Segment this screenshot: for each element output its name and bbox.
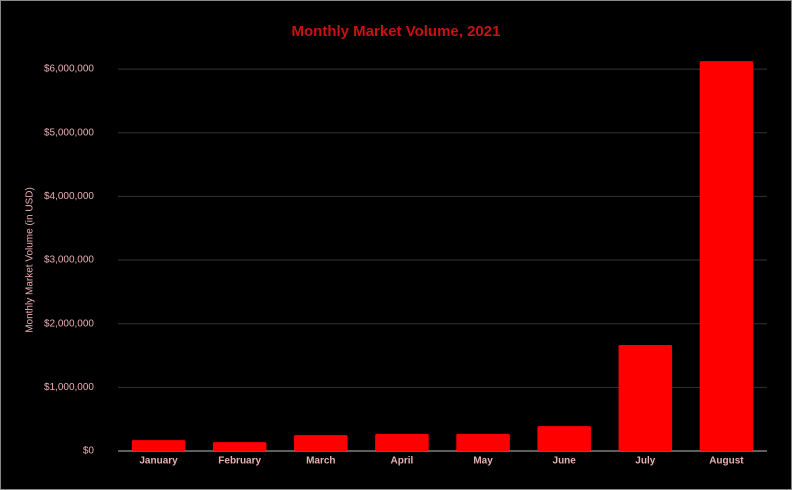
bar	[131, 440, 186, 451]
y-tick-label: $3,000,000	[44, 255, 94, 266]
y-tick-label: $2,000,000	[44, 318, 94, 329]
x-tick-label: June	[553, 456, 577, 467]
x-tick-label: March	[306, 456, 335, 467]
y-tick-label: $6,000,000	[44, 64, 94, 75]
y-tick-label: $0	[83, 446, 95, 457]
bar	[456, 433, 510, 451]
x-tick-label: July	[635, 456, 655, 467]
x-tick-label: August	[709, 456, 744, 467]
y-tick-label: $5,000,000	[44, 127, 94, 138]
y-tick-label: $1,000,000	[44, 382, 94, 393]
x-tick-label: April	[391, 456, 414, 467]
x-tick-label: January	[139, 456, 178, 467]
bar	[618, 345, 673, 451]
x-tick-label: May	[473, 456, 493, 467]
bar	[699, 61, 754, 452]
chart-title: Monthly Market Volume, 2021	[292, 23, 501, 40]
bar	[212, 442, 267, 451]
bar	[375, 433, 429, 451]
y-axis-label: Monthly Market Volume (in USD)	[25, 187, 36, 333]
bar	[537, 426, 591, 451]
x-tick-label: February	[218, 456, 261, 467]
y-tick-label: $4,000,000	[44, 191, 94, 202]
bar	[294, 435, 348, 451]
